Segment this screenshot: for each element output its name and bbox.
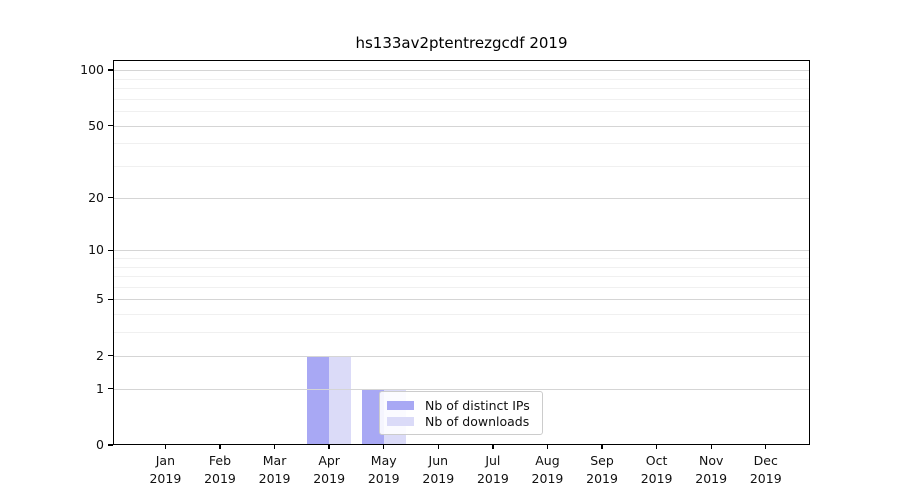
x-tick-year: 2019 <box>531 471 564 486</box>
bar-nb-of-downloads-apr <box>329 355 351 445</box>
x-tick-month: Dec <box>753 453 778 468</box>
legend-item-label: Nb of distinct IPs <box>425 397 530 413</box>
x-tick-mark <box>437 445 439 449</box>
y-tick-label: 5 <box>96 291 104 307</box>
x-tick-year: 2019 <box>149 471 182 486</box>
gridline-minor <box>113 266 810 268</box>
gridline-minor <box>113 332 810 334</box>
x-tick-month: May <box>370 453 397 468</box>
x-tick-label-feb: Feb 2019 <box>185 452 255 488</box>
chart-title: hs133av2ptentrezgcdf 2019 <box>355 34 568 52</box>
y-tick-mark <box>108 298 113 301</box>
gridline-minor <box>113 98 810 100</box>
x-tick-month: Jul <box>485 453 501 468</box>
x-tick-mark <box>710 445 712 449</box>
x-tick-label-nov: Nov 2019 <box>676 452 746 488</box>
x-tick-year: 2019 <box>313 471 346 486</box>
gridline-minor <box>113 286 810 288</box>
x-tick-month: Jun <box>428 453 449 468</box>
y-tick-label: 20 <box>88 189 104 205</box>
y-tick-label: 0 <box>96 437 104 452</box>
gridline-major <box>113 299 810 301</box>
x-tick-mark <box>328 445 330 449</box>
legend-swatch-icon <box>387 416 414 426</box>
x-tick-mark <box>492 445 494 449</box>
gridline-minor <box>113 276 810 278</box>
x-tick-label-may: May 2019 <box>349 452 419 488</box>
plot-area: Nb of distinct IPs Nb of downloads <box>113 60 810 445</box>
x-tick-mark <box>383 445 385 449</box>
x-tick-month: Feb <box>208 453 232 468</box>
y-tick-mark <box>108 355 113 357</box>
x-tick-year: 2019 <box>640 471 673 486</box>
y-tick-mark <box>108 388 113 390</box>
x-tick-month: Jan <box>155 453 176 468</box>
y-tick-label: 2 <box>96 347 104 363</box>
bar-nb-of-distinct-ips-may <box>361 388 384 445</box>
y-tick-mark <box>108 69 113 71</box>
gridline-minor <box>113 111 810 113</box>
x-tick-year: 2019 <box>367 471 400 486</box>
legend-item-label: Nb of downloads <box>425 413 530 429</box>
y-tick-mark <box>108 124 113 127</box>
x-tick-month: Sep <box>590 453 614 468</box>
x-tick-month: Nov <box>698 453 724 468</box>
gridline-minor <box>113 314 810 316</box>
x-tick-year: 2019 <box>586 471 618 486</box>
x-tick-year: 2019 <box>749 471 782 486</box>
gridline-minor <box>113 166 810 168</box>
bar-nb-of-distinct-ips-apr <box>307 355 330 445</box>
legend: Nb of distinct IPs Nb of downloads <box>379 391 543 435</box>
x-tick-year: 2019 <box>258 471 291 486</box>
gridline-major <box>113 355 810 357</box>
x-tick-mark <box>219 445 221 449</box>
gridline-minor <box>113 88 810 90</box>
x-tick-mark <box>765 445 767 449</box>
x-tick-label-jan: Jan 2019 <box>130 452 200 488</box>
x-tick-month: Apr <box>318 453 340 468</box>
x-tick-label-jul: Jul 2019 <box>458 452 528 488</box>
x-tick-year: 2019 <box>422 471 455 486</box>
x-tick-year: 2019 <box>476 471 509 486</box>
x-tick-label-sep: Sep 2019 <box>567 452 637 488</box>
x-tick-mark <box>601 445 603 449</box>
legend-item: Nb of downloads <box>387 413 535 429</box>
gridline-major <box>113 388 810 390</box>
x-tick-mark <box>655 445 658 449</box>
legend-swatch-icon <box>387 400 414 410</box>
x-tick-label-dec: Dec 2019 <box>731 452 801 488</box>
x-tick-month: Aug <box>535 453 560 468</box>
gridline-major <box>113 250 810 252</box>
gridline-minor <box>113 143 810 145</box>
x-tick-year: 2019 <box>204 471 236 486</box>
x-tick-mark <box>273 445 276 449</box>
x-tick-label-mar: Mar 2019 <box>240 452 310 488</box>
gridline-major <box>113 197 810 199</box>
x-tick-label-jun: Jun 2019 <box>403 452 473 488</box>
x-tick-mark <box>164 445 167 449</box>
y-tick-label: 50 <box>88 117 104 133</box>
x-tick-label-oct: Oct 2019 <box>622 452 692 488</box>
x-tick-month: Oct <box>645 453 668 468</box>
y-tick-mark <box>108 444 113 446</box>
gridline-minor <box>113 78 810 80</box>
y-tick-label: 100 <box>80 62 104 78</box>
gridline-major <box>113 125 810 127</box>
x-tick-year: 2019 <box>695 471 728 486</box>
y-tick-label: 1 <box>96 380 104 396</box>
x-tick-mark <box>546 445 549 449</box>
x-tick-label-apr: Apr 2019 <box>294 452 364 488</box>
y-tick-mark <box>108 249 113 251</box>
x-tick-month: Mar <box>262 453 287 468</box>
legend-item: Nb of distinct IPs <box>387 397 535 413</box>
gridline-minor <box>113 258 810 259</box>
gridline-major <box>113 70 810 72</box>
y-tick-mark <box>108 197 113 199</box>
y-tick-label: 10 <box>88 242 104 258</box>
x-tick-label-aug: Aug 2019 <box>512 452 582 488</box>
